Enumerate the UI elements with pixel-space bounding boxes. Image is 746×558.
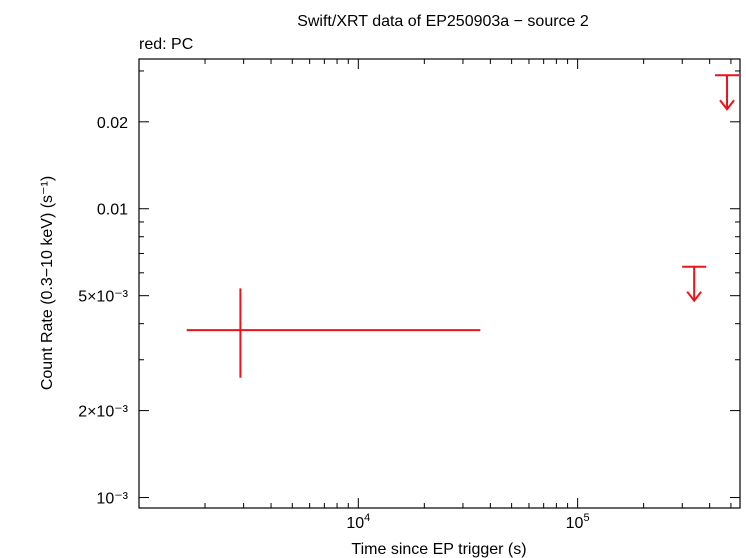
x-axis-label: Time since EP trigger (s) [351, 541, 526, 558]
axis-ticks [138, 59, 740, 508]
y-tick-label: 2×10⁻³ [78, 404, 128, 421]
x-tick-label: 105 [566, 512, 590, 532]
upper-limit-arrowhead [719, 99, 735, 111]
y-axis-label: Count Rate (0.3−10 keV) (s⁻¹) [39, 176, 56, 390]
chart-title: Swift/XRT data of EP250903a − source 2 [297, 13, 589, 30]
y-tick-label: 10⁻³ [96, 491, 128, 508]
upper-limit-arrowhead [686, 291, 702, 303]
y-tick-label: 0.02 [97, 115, 128, 132]
x-tick-label: 104 [346, 512, 370, 532]
data-point [186, 288, 481, 378]
axis-tick-labels: 104 105 0.02 0.01 5×10⁻³ 2×10⁻³ 10⁻³ [78, 115, 589, 532]
y-tick-label: 5×10⁻³ [78, 289, 128, 306]
plot-frame [138, 58, 741, 509]
y-tick-label: 0.01 [97, 202, 128, 219]
upper-limit-arrow [715, 74, 740, 111]
data-marks [186, 74, 740, 378]
chart-subtitle: red: PC [139, 36, 193, 53]
upper-limit-arrow [682, 265, 707, 303]
